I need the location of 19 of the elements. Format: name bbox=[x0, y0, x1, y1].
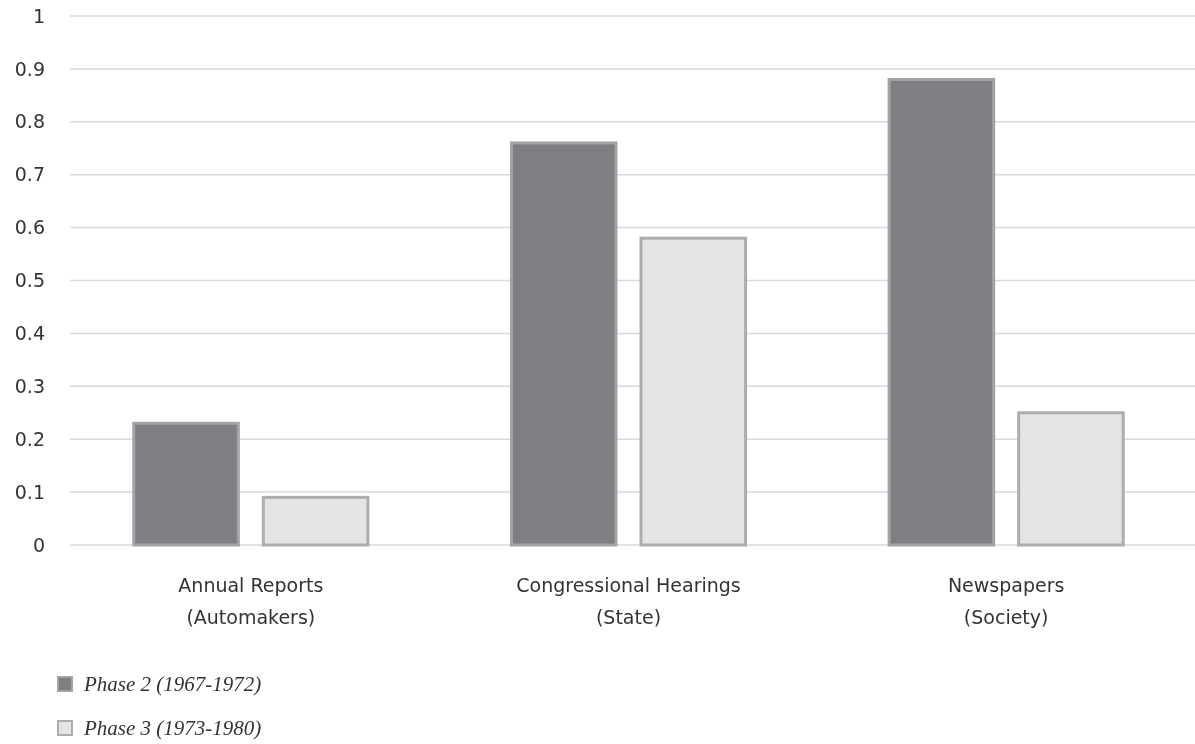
y-tick-label: 0.3 bbox=[14, 374, 45, 397]
x-tick-label: Newspapers (Society) bbox=[947, 574, 1065, 628]
y-tick-label: 0.9 bbox=[14, 57, 45, 80]
legend-label: Phase 2 (1967-1972) bbox=[83, 672, 262, 697]
y-tick-label: 0.6 bbox=[14, 216, 45, 239]
y-tick-label: 0.4 bbox=[14, 322, 45, 345]
y-tick-label: 0.5 bbox=[14, 269, 45, 292]
y-tick-label: 0.7 bbox=[14, 163, 45, 186]
bar bbox=[887, 77, 996, 547]
x-tick-label: Congressional Hearings (State) bbox=[516, 574, 741, 628]
y-tick-label: 0.2 bbox=[14, 427, 45, 450]
legend-label: Phase 3 (1973-1980) bbox=[83, 716, 262, 741]
bar bbox=[509, 141, 618, 547]
x-tick-label: Annual Reports (Automakers) bbox=[178, 574, 324, 628]
y-tick-label: 0.8 bbox=[14, 110, 45, 133]
bar bbox=[132, 421, 240, 547]
y-tick-label: 0.1 bbox=[14, 480, 45, 503]
y-tick-label: 1 bbox=[32, 4, 45, 27]
y-tick-label: 0 bbox=[32, 533, 45, 556]
